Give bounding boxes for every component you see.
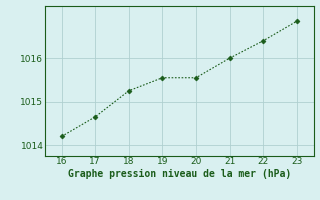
- X-axis label: Graphe pression niveau de la mer (hPa): Graphe pression niveau de la mer (hPa): [68, 169, 291, 179]
